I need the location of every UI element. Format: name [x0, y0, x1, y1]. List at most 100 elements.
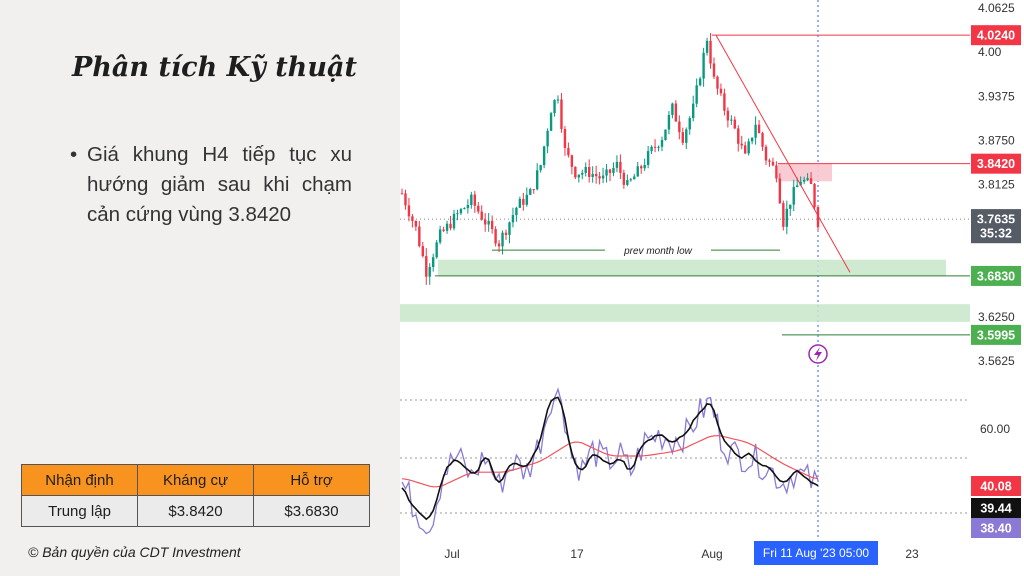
candle	[608, 168, 612, 182]
candle	[504, 229, 508, 240]
header-cell-resistance: Kháng cự	[137, 464, 254, 496]
candle	[400, 188, 404, 195]
candle	[740, 135, 743, 150]
candle	[539, 164, 542, 173]
candle	[466, 199, 470, 214]
candle	[660, 136, 664, 152]
svg-text:Fri 11 Aug '23 05:00: Fri 11 Aug '23 05:00	[763, 546, 869, 560]
svg-text:3.7635: 3.7635	[977, 213, 1015, 227]
candle	[546, 128, 549, 154]
candle	[418, 220, 421, 248]
candle	[653, 139, 657, 153]
candle	[477, 202, 480, 214]
candle	[782, 200, 785, 231]
candle	[567, 142, 570, 158]
resistance-zone	[778, 163, 832, 182]
rsi-value-label: 38.40	[971, 518, 1021, 538]
candle	[584, 162, 587, 177]
candle	[678, 115, 681, 140]
candle	[622, 169, 626, 189]
candle	[778, 173, 782, 205]
cell-assessment: Trung lập	[21, 495, 138, 527]
price-chart[interactable]: prev month low 4.0625 4.00 3.9375 3.8750 3.8…	[400, 0, 1024, 576]
price-tick-label: 3.8125	[978, 178, 1015, 192]
rsi-signal-line	[401, 396, 819, 521]
price-tick-label: 3.6250	[978, 310, 1015, 324]
candle	[768, 158, 771, 167]
candle	[470, 191, 473, 209]
candle	[487, 213, 490, 232]
time-tick-label: Jul	[444, 547, 459, 561]
price-tick-label: 3.5625	[978, 354, 1015, 368]
candle	[757, 120, 761, 134]
candle	[726, 107, 730, 128]
bullet-text: Giá khung H4 tiếp tục xu hướng giảm sau …	[87, 143, 352, 226]
candle	[761, 131, 764, 151]
svg-text:3.5995: 3.5995	[977, 328, 1015, 342]
candle	[719, 83, 723, 97]
svg-text:4.0240: 4.0240	[977, 29, 1015, 43]
candle	[508, 221, 511, 244]
cell-resistance: $3.8420	[137, 495, 254, 527]
candle	[563, 126, 567, 156]
candle	[570, 154, 574, 175]
candle	[633, 173, 636, 180]
candle	[747, 138, 750, 156]
candle	[643, 158, 646, 171]
svg-text:3.8420: 3.8420	[977, 157, 1015, 171]
candle	[459, 207, 463, 216]
candle	[712, 57, 716, 80]
candle	[577, 174, 580, 183]
svg-text:38.40: 38.40	[980, 522, 1011, 536]
svg-text:40.08: 40.08	[980, 480, 1011, 494]
candle	[789, 204, 792, 216]
candle	[421, 241, 424, 258]
candle	[813, 182, 816, 210]
candle	[591, 166, 594, 183]
candle	[615, 155, 619, 173]
price-axis: 4.0625 4.00 3.9375 3.8750 3.8125 3.6250 3.5625…	[971, 1, 1021, 538]
rsi-panel	[401, 387, 819, 535]
price-tick-label: 3.9375	[978, 89, 1015, 103]
candle	[695, 78, 698, 108]
candle	[640, 164, 643, 174]
candle	[629, 177, 632, 182]
candle	[626, 174, 629, 187]
svg-text:39.44: 39.44	[980, 502, 1011, 516]
price-label-support: 3.5995	[971, 324, 1021, 345]
price-label-resistance: 3.8420	[971, 153, 1021, 174]
lightning-icon[interactable]	[808, 344, 828, 364]
slide-title: Phân tích Kỹ thuật	[72, 52, 357, 83]
table-row: Trung lập $3.8420 $3.6830	[21, 495, 370, 527]
cell-support: $3.6830	[253, 495, 370, 527]
support-zone-upper	[438, 259, 946, 276]
time-tick-label: 23	[905, 547, 919, 561]
candle	[588, 159, 591, 183]
price-label-resistance: 4.0240	[971, 25, 1021, 46]
candle	[480, 205, 483, 221]
candle	[730, 115, 733, 125]
time-axis: Jul 17 Aug 23 Fri 11 Aug '23 05:00	[444, 541, 919, 565]
candle	[688, 116, 691, 135]
rsi-line	[401, 387, 819, 535]
candle	[549, 111, 553, 131]
candle	[754, 116, 757, 145]
price-label-support: 3.6830	[971, 265, 1021, 286]
candle	[657, 145, 660, 152]
candle	[404, 189, 407, 210]
candle	[594, 165, 598, 184]
candle	[646, 146, 650, 169]
candle	[511, 207, 515, 228]
candle	[598, 171, 601, 185]
candle	[518, 196, 522, 209]
summary-table: Nhận định Kháng cự Hỗ trợ Trung lập $3.8…	[21, 464, 370, 527]
candle	[750, 137, 754, 145]
slide-left-panel: Phân tích Kỹ thuật • Giá khung H4 tiếp t…	[0, 0, 400, 576]
candle	[574, 166, 577, 180]
candle	[619, 154, 622, 179]
candle	[407, 197, 411, 222]
candle	[744, 141, 747, 155]
candle	[411, 213, 414, 228]
candle	[556, 95, 560, 104]
time-tick-label: Aug	[701, 547, 722, 561]
